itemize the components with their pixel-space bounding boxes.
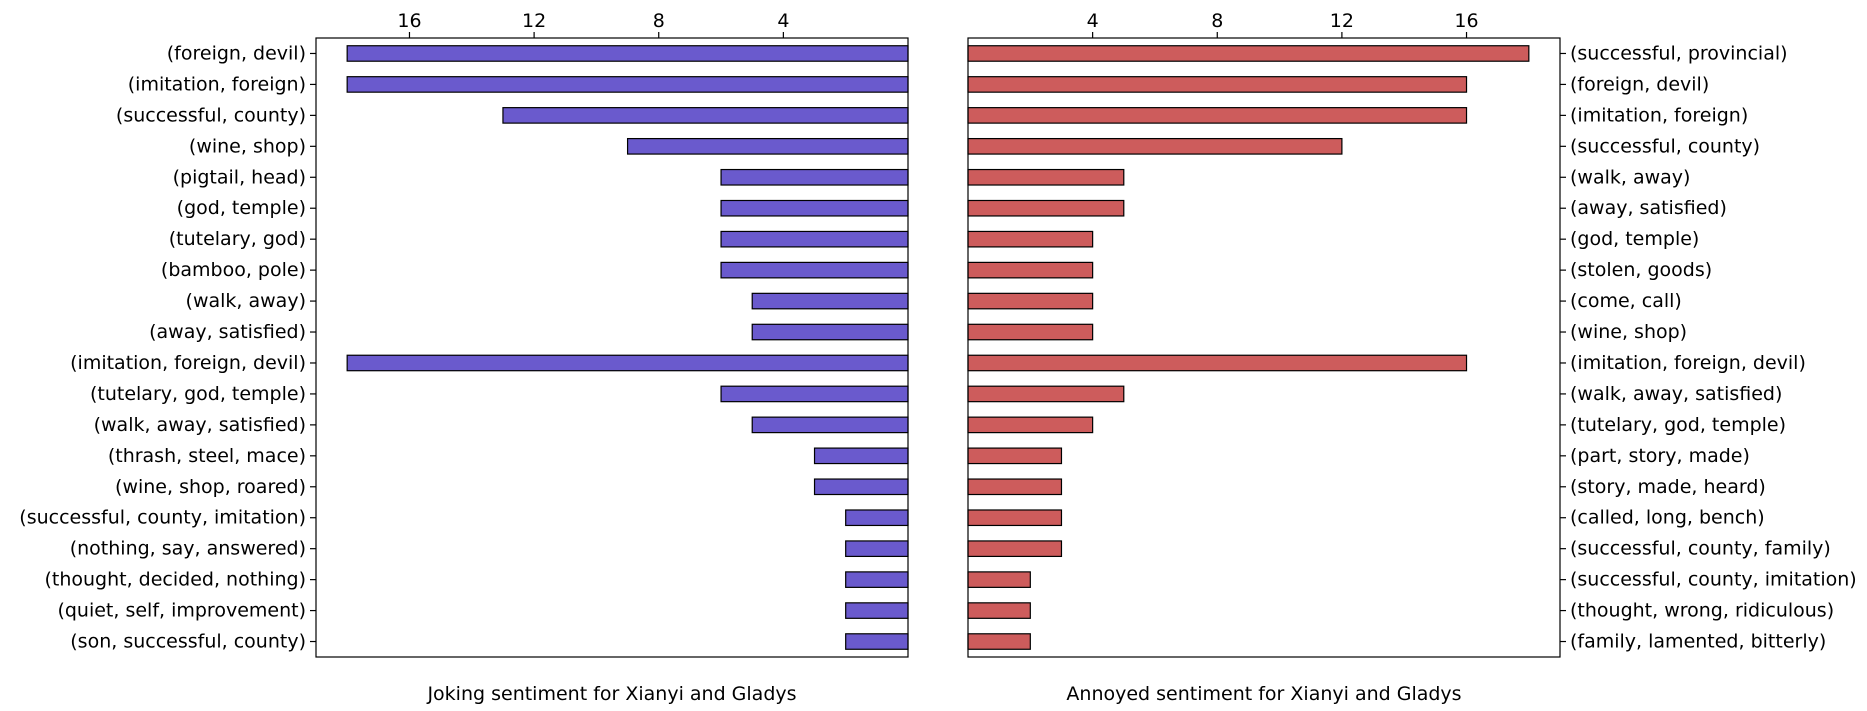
annoyed-bar xyxy=(967,602,1031,619)
annoyed-x-tick-label: 4 xyxy=(1087,10,1099,32)
joking-plot-frame xyxy=(315,37,909,658)
annoyed-category-label: (stolen, goods) xyxy=(1570,259,1712,281)
joking-bar xyxy=(845,633,909,650)
annoyed-category-label: (successful, county, family) xyxy=(1570,538,1831,560)
joking-bar xyxy=(751,416,909,434)
annoyed-category-label: (imitation, foreign, devil) xyxy=(1570,352,1806,374)
joking-category-label: (successful, county, imitation) xyxy=(19,507,306,529)
joking-category-label: (successful, county) xyxy=(116,104,306,126)
joking-bar xyxy=(720,168,909,186)
annoyed-bar xyxy=(967,509,1063,527)
annoyed-bar xyxy=(967,199,1125,217)
annoyed-bar xyxy=(967,447,1063,465)
joking-category-label: (wine, shop, roared) xyxy=(115,476,306,498)
annoyed-category-label: (wine, shop) xyxy=(1570,321,1687,343)
annoyed-bar xyxy=(967,292,1094,310)
annoyed-bar xyxy=(967,478,1063,496)
joking-category-label: (imitation, foreign, devil) xyxy=(70,352,306,374)
annoyed-chart: (successful, provincial) (foreign, devil)… xyxy=(967,10,1857,705)
annoyed-category-label: (story, made, heard) xyxy=(1570,476,1766,498)
annoyed-bar xyxy=(967,540,1063,558)
joking-category-label: (imitation, foreign) xyxy=(128,73,306,95)
annoyed-category-label: (successful, provincial) xyxy=(1570,42,1788,64)
annoyed-bar xyxy=(967,385,1125,403)
joking-bar xyxy=(751,323,909,341)
joking-category-label: (son, successful, county) xyxy=(70,631,306,653)
annoyed-category-label: (come, call) xyxy=(1570,290,1682,312)
joking-bar xyxy=(845,602,909,619)
annoyed-bar xyxy=(967,230,1094,248)
joking-category-label: (foreign, devil) xyxy=(167,42,306,64)
annoyed-category-label: (successful, county, imitation) xyxy=(1570,569,1857,591)
joking-category-label: (wine, shop) xyxy=(189,135,306,157)
annoyed-category-label: (tutelary, god, temple) xyxy=(1570,414,1786,436)
joking-axis-title: Joking sentiment for Xianyi and Gladys xyxy=(426,683,796,705)
annoyed-x-tick-label: 8 xyxy=(1211,10,1223,32)
annoyed-bar xyxy=(967,261,1094,279)
joking-bar xyxy=(751,292,909,310)
joking-x-tick-label: 16 xyxy=(397,10,421,32)
joking-category-label: (nothing, say, answered) xyxy=(70,538,306,560)
annoyed-category-label: (part, story, made) xyxy=(1570,445,1750,467)
joking-category-label: (tutelary, god, temple) xyxy=(90,383,306,405)
annoyed-x-tick-label: 12 xyxy=(1330,10,1354,32)
joking-category-label: (tutelary, god) xyxy=(169,228,306,250)
annoyed-bar xyxy=(967,571,1031,588)
joking-bar xyxy=(845,571,909,588)
joking-bar xyxy=(346,45,909,62)
annoyed-bar xyxy=(967,45,1530,62)
joking-category-label: (thrash, steel, mace) xyxy=(108,445,306,467)
joking-category-label: (away, satisfied) xyxy=(149,321,306,343)
joking-category-label: (quiet, self, improvement) xyxy=(57,600,306,622)
annoyed-bar xyxy=(967,416,1094,434)
joking-bar xyxy=(346,354,909,372)
annoyed-bar xyxy=(967,354,1468,372)
joking-x-tick-label: 4 xyxy=(777,10,789,32)
annoyed-bar xyxy=(967,323,1094,341)
joking-bar xyxy=(720,385,909,403)
annoyed-bar xyxy=(967,107,1468,124)
annoyed-bar xyxy=(967,168,1125,186)
joking-bar xyxy=(813,478,909,496)
annoyed-axis-title: Annoyed sentiment for Xianyi and Gladys xyxy=(1066,683,1461,705)
annoyed-bar xyxy=(967,137,1343,155)
joking-category-label: (walk, away) xyxy=(186,290,306,312)
joking-bar xyxy=(502,107,909,124)
joking-bar xyxy=(720,230,909,248)
joking-category-label: (pigtail, head) xyxy=(173,166,306,188)
joking-x-tick-label: 8 xyxy=(653,10,665,32)
joking-bar xyxy=(845,540,909,558)
annoyed-bar xyxy=(967,633,1031,650)
joking-bar xyxy=(720,261,909,279)
annoyed-category-label: (imitation, foreign) xyxy=(1570,104,1748,126)
joking-bar xyxy=(813,447,909,465)
joking-category-label: (thought, decided, nothing) xyxy=(44,569,306,591)
annoyed-plot-frame xyxy=(967,37,1561,658)
annoyed-category-label: (thought, wrong, ridiculous) xyxy=(1570,600,1834,622)
annoyed-category-label: (called, long, bench) xyxy=(1570,507,1765,529)
annoyed-category-label: (successful, county) xyxy=(1570,135,1760,157)
joking-x-tick-label: 12 xyxy=(522,10,546,32)
joking-bar xyxy=(626,137,909,155)
annoyed-category-label: (god, temple) xyxy=(1570,228,1699,250)
joking-bar xyxy=(346,76,909,93)
annoyed-category-label: (walk, away, satisfied) xyxy=(1570,383,1782,405)
joking-category-label: (walk, away, satisfied) xyxy=(94,414,306,436)
annoyed-x-tick-label: 16 xyxy=(1454,10,1478,32)
joking-category-label: (god, temple) xyxy=(177,197,306,219)
joking-bar xyxy=(720,199,909,217)
joking-category-label: (bamboo, pole) xyxy=(161,259,306,281)
annoyed-category-label: (away, satisfied) xyxy=(1570,197,1727,219)
annoyed-category-label: (foreign, devil) xyxy=(1570,73,1709,95)
annoyed-category-label: (walk, away) xyxy=(1570,166,1690,188)
annoyed-category-label: (family, lamented, bitterly) xyxy=(1570,631,1826,653)
joking-chart: (foreign, devil) (imitation, foreign) (suc… xyxy=(19,10,909,705)
annoyed-bar xyxy=(967,76,1468,93)
joking-bar xyxy=(845,509,909,527)
